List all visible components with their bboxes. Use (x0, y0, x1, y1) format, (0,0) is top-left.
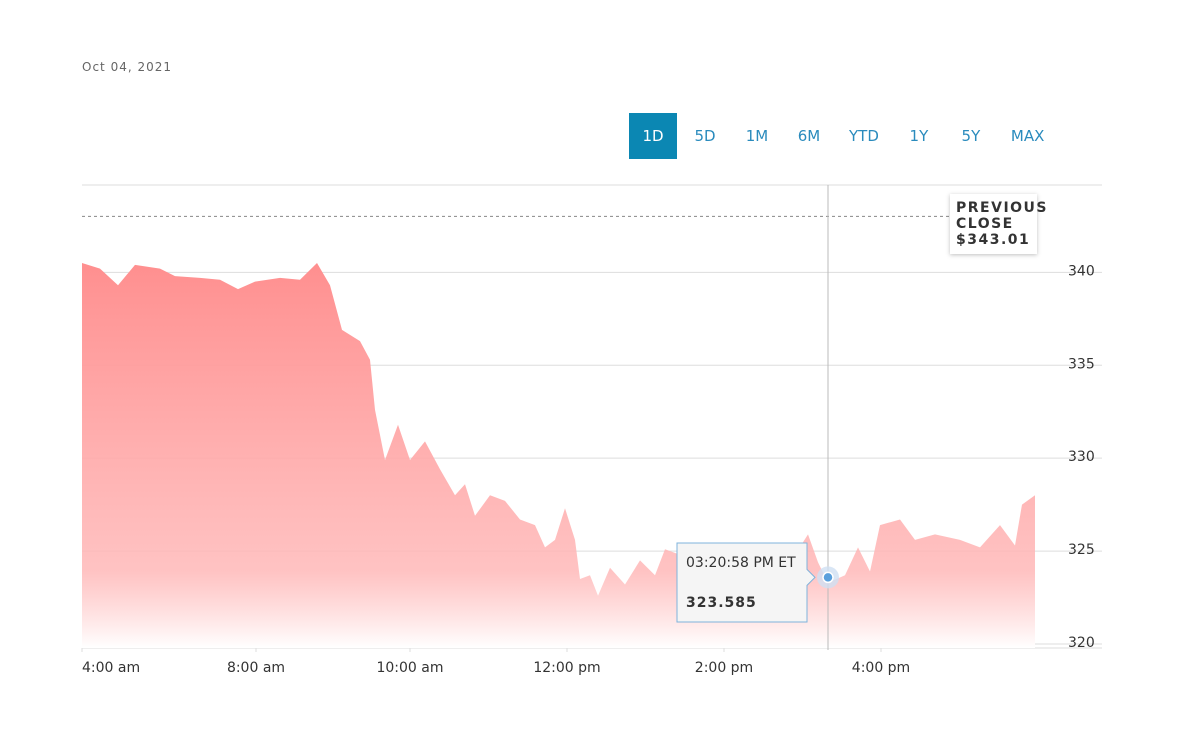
y-tick-label: 340 (1068, 263, 1095, 279)
range-button[interactable]: 1D (629, 113, 677, 159)
x-tick-label: 8:00 am (227, 660, 285, 676)
previous-close-label: CLOSE (956, 216, 1014, 232)
range-button[interactable]: 5D (694, 127, 716, 145)
hover-point (822, 571, 834, 584)
previous-close-box (950, 194, 1037, 254)
y-tick-label: 330 (1068, 449, 1095, 465)
range-button[interactable]: 1Y (909, 127, 929, 145)
x-tick-label: 4:00 am (82, 660, 140, 676)
x-tick-label: 10:00 am (376, 660, 443, 676)
y-tick-label: 320 (1068, 635, 1095, 651)
range-button[interactable]: 1M (745, 127, 769, 145)
range-button[interactable]: 6M (797, 127, 821, 145)
range-button[interactable]: 5Y (961, 127, 981, 145)
y-tick-label: 325 (1068, 542, 1095, 558)
x-tick-label: 12:00 pm (533, 660, 600, 676)
tooltip-box (676, 542, 816, 623)
range-button[interactable]: MAX (1010, 127, 1045, 145)
previous-close-value: $343.01 (956, 232, 1030, 248)
range-button[interactable]: YTD (849, 127, 879, 145)
y-tick-label: 335 (1068, 356, 1095, 372)
x-tick-label: 2:00 pm (695, 660, 753, 676)
previous-close-label: PREVIOUS (956, 200, 1048, 216)
range-selector: 1D 5D 1M 6M YTD 1Y 5Y MAX (629, 113, 1060, 159)
x-tick-label: 4:00 pm (852, 660, 910, 676)
tooltip-value: 323.585 (686, 595, 757, 611)
date: Oct 04, 2021 (82, 60, 172, 74)
price-area (82, 263, 1035, 648)
tooltip-time: 03:20:58 PM ET (686, 555, 796, 571)
